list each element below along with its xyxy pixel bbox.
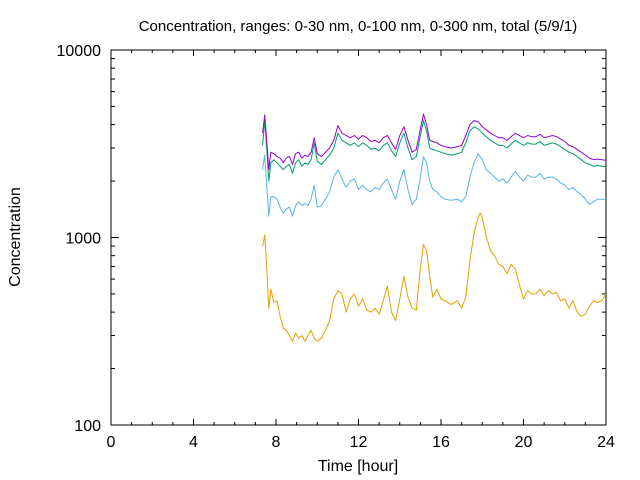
x-tick-label: 8: [272, 434, 281, 451]
x-tick-label: 16: [432, 434, 450, 451]
y-axis-label: Concentration: [7, 187, 24, 287]
plot-frame: [110, 49, 607, 426]
x-tick-label: 24: [597, 434, 615, 451]
series-group: [262, 113, 607, 342]
x-axis-label: Time [hour]: [318, 458, 398, 475]
x-tick-label: 4: [189, 434, 198, 451]
series-line-1: [262, 212, 607, 342]
x-axis: 0 4 8 12 16 20 24: [107, 50, 615, 451]
x-tick-label: 20: [515, 434, 533, 451]
x-tick-label: 12: [350, 434, 368, 451]
y-axis: 100 1000 10000: [57, 43, 606, 435]
y-tick-label: 100: [74, 418, 101, 435]
series-line-2: [262, 153, 606, 217]
y-tick-label: 10000: [57, 43, 102, 60]
series-line-4: [262, 113, 607, 171]
x-tick-label: 0: [107, 434, 116, 451]
series-line-3: [262, 120, 607, 182]
y-tick-label: 1000: [65, 231, 101, 248]
chart-title: Concentration, ranges: 0-30 nm, 0-100 nm…: [139, 18, 578, 35]
